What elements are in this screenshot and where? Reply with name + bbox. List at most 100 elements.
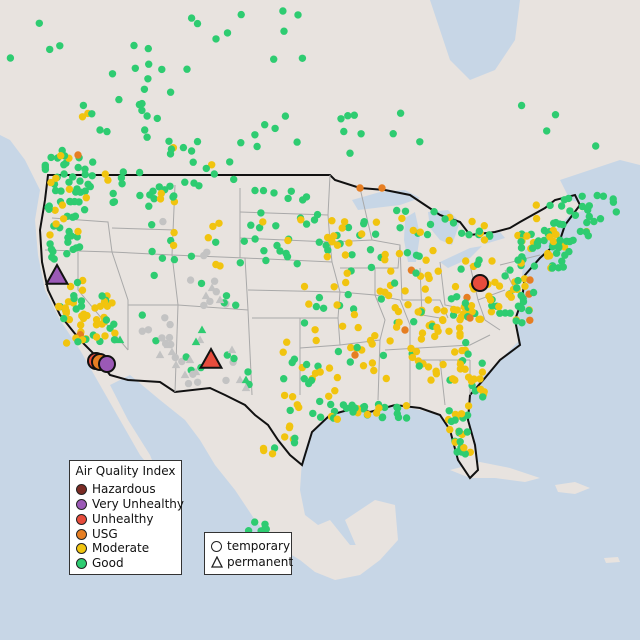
site-marker (599, 192, 608, 200)
site-marker (52, 174, 60, 182)
site-marker (463, 428, 471, 436)
site-marker (439, 360, 447, 369)
site-marker (144, 75, 152, 83)
site-marker (381, 256, 389, 264)
site-marker (585, 212, 593, 221)
site-marker (153, 114, 161, 123)
site-marker (328, 238, 336, 246)
site-marker (333, 415, 341, 423)
site-marker (78, 312, 86, 320)
site-marker (138, 327, 146, 335)
site-marker (462, 257, 470, 265)
site-marker (143, 133, 151, 141)
site-marker (257, 209, 265, 217)
site-marker (210, 277, 219, 285)
legend-item-hazardous: Hazardous (76, 482, 156, 496)
site-marker (488, 257, 496, 265)
site-marker (96, 126, 104, 134)
site-marker (210, 170, 218, 178)
site-marker (189, 158, 197, 166)
site-marker (270, 444, 279, 452)
site-marker (230, 175, 238, 184)
site-marker (77, 321, 85, 329)
site-marker (337, 115, 345, 123)
site-marker (410, 318, 418, 326)
site-marker (288, 393, 297, 401)
site-marker (119, 168, 128, 176)
site-marker (359, 403, 368, 411)
site-marker (157, 189, 165, 198)
triangle-icon (211, 556, 223, 568)
site-marker (169, 241, 178, 250)
site-marker (65, 178, 73, 186)
site-marker (333, 373, 342, 382)
site-marker (167, 145, 176, 153)
site-marker (118, 180, 126, 188)
site-marker (609, 198, 618, 206)
permanent-site-marker (191, 367, 201, 376)
site-marker (276, 247, 284, 255)
site-marker (366, 336, 375, 345)
site-marker (141, 126, 149, 134)
site-marker (378, 413, 386, 422)
site-marker (447, 417, 456, 426)
site-marker (433, 306, 441, 314)
site-marker (202, 164, 210, 173)
site-marker (108, 70, 117, 78)
site-marker (424, 296, 432, 304)
site-marker (179, 143, 188, 152)
site-marker (550, 219, 558, 227)
site-marker (530, 262, 539, 270)
site-marker (525, 306, 533, 315)
site-marker (82, 194, 91, 202)
site-marker (104, 176, 112, 184)
site-marker (523, 232, 531, 240)
site-marker (152, 337, 160, 345)
site-marker (281, 112, 290, 120)
site-marker (165, 333, 174, 342)
site-marker (77, 297, 86, 305)
site-marker (346, 149, 354, 157)
site-marker (280, 375, 288, 383)
site-marker (506, 309, 514, 317)
site-marker (478, 368, 487, 376)
site-marker (559, 263, 567, 271)
site-marker (171, 353, 179, 362)
site-marker (212, 35, 220, 43)
site-marker (480, 222, 488, 230)
site-marker (517, 304, 526, 313)
permanent-site-marker (201, 291, 211, 300)
site-marker (449, 219, 458, 227)
site-marker (270, 55, 278, 63)
legend-label: permanent (227, 555, 294, 569)
site-marker (279, 7, 287, 15)
site-marker (384, 291, 393, 300)
site-marker (479, 393, 487, 401)
site-marker (467, 302, 476, 310)
hispaniola (555, 482, 590, 494)
site-marker (268, 450, 277, 458)
site-marker (283, 338, 291, 346)
site-marker (347, 343, 355, 352)
legend-item-moderate: Moderate (76, 541, 149, 555)
aqi-legend: Air Quality Index Hazardous Very Unhealt… (69, 460, 184, 575)
site-marker (551, 111, 560, 119)
site-marker (359, 362, 368, 370)
site-marker (394, 307, 403, 316)
site-marker (353, 343, 361, 352)
site-marker (456, 332, 464, 340)
site-marker (305, 300, 313, 308)
site-marker (465, 231, 473, 239)
site-marker (284, 236, 292, 245)
site-type-legend: temporary permanent (204, 532, 294, 575)
site-marker (565, 247, 573, 256)
site-marker (282, 249, 290, 258)
site-marker (375, 404, 383, 412)
site-marker (200, 301, 208, 310)
site-marker (402, 402, 411, 410)
site-marker (52, 220, 60, 228)
site-marker (421, 285, 429, 293)
legend-label: temporary (227, 539, 291, 553)
permanent-site-marker (191, 337, 201, 346)
site-marker (73, 278, 82, 287)
